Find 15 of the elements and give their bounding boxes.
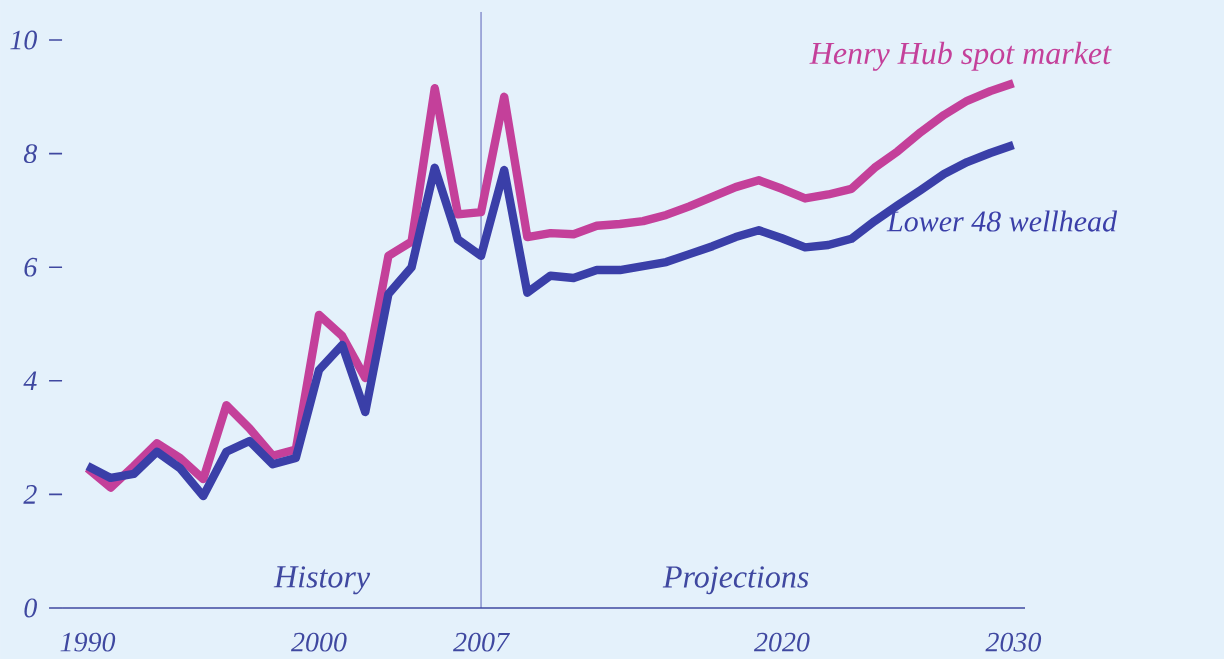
- y-tick-label: 10: [10, 30, 37, 50]
- y-tick-label: 6: [24, 257, 38, 277]
- y-tick-label: 4: [23, 371, 37, 391]
- x-tick-label: 2030: [985, 632, 1042, 652]
- x-tick-label: 2020: [753, 632, 810, 652]
- x-tick-label: 1990: [60, 632, 116, 652]
- y-tick-label: 8: [23, 144, 38, 164]
- series-label: Lower 48 wellhead: [886, 210, 1118, 232]
- series-label: Henry Hub spot market: [809, 41, 1112, 71]
- y-tick-label: 0: [24, 598, 37, 618]
- annotation: Projections: [662, 566, 809, 595]
- y-tick-label: 2: [23, 485, 37, 504]
- x-tick-label: 2007: [453, 632, 510, 652]
- annotation: History: [273, 566, 371, 595]
- x-tick-label: 2000: [291, 632, 347, 652]
